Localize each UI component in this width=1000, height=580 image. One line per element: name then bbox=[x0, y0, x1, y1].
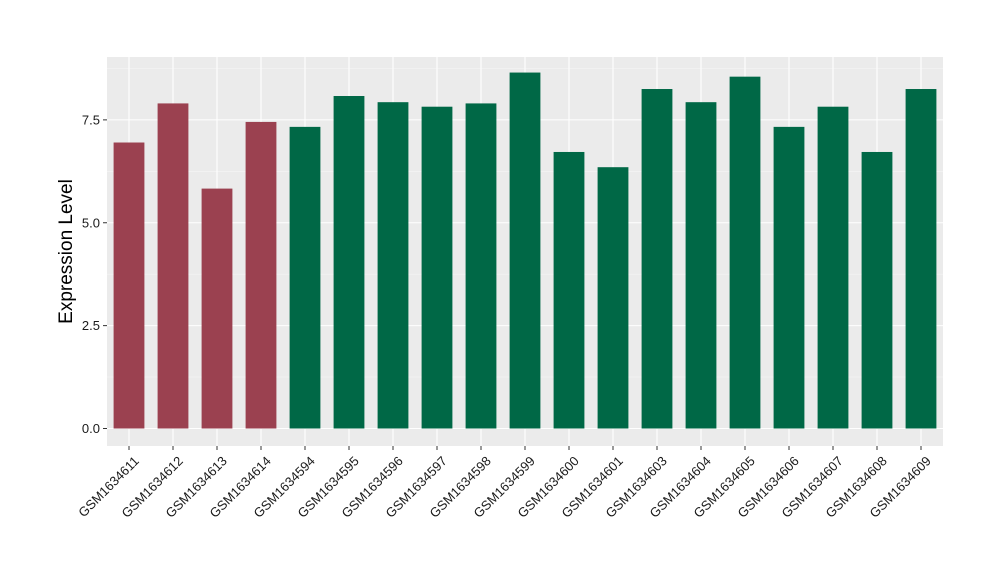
y-axis: 0.0 2.5 5.0 7.5 bbox=[82, 112, 107, 436]
bar bbox=[289, 126, 321, 429]
bar bbox=[157, 103, 189, 429]
x-axis: GSM1634611GSM1634612GSM1634613GSM1634614… bbox=[75, 446, 934, 521]
bar bbox=[729, 76, 761, 429]
bar bbox=[597, 167, 629, 429]
bar bbox=[861, 151, 893, 429]
bar bbox=[773, 126, 805, 429]
bar bbox=[685, 102, 717, 429]
bar bbox=[377, 102, 409, 429]
y-tick-label: 7.5 bbox=[82, 112, 100, 127]
y-tick-label: 2.5 bbox=[82, 318, 100, 333]
bar bbox=[641, 89, 673, 429]
y-axis-title: Expression Level bbox=[56, 179, 77, 324]
y-tick-label: 5.0 bbox=[82, 215, 100, 230]
bar bbox=[509, 72, 541, 429]
bar bbox=[333, 96, 365, 429]
bar bbox=[553, 151, 585, 429]
bar bbox=[421, 106, 453, 429]
bar bbox=[245, 121, 277, 429]
bar bbox=[465, 103, 497, 429]
bars bbox=[113, 72, 937, 429]
bar bbox=[905, 89, 937, 429]
bar bbox=[201, 188, 233, 429]
y-tick-label: 0.0 bbox=[82, 421, 100, 436]
bar bbox=[113, 142, 145, 429]
bar bbox=[817, 106, 849, 429]
